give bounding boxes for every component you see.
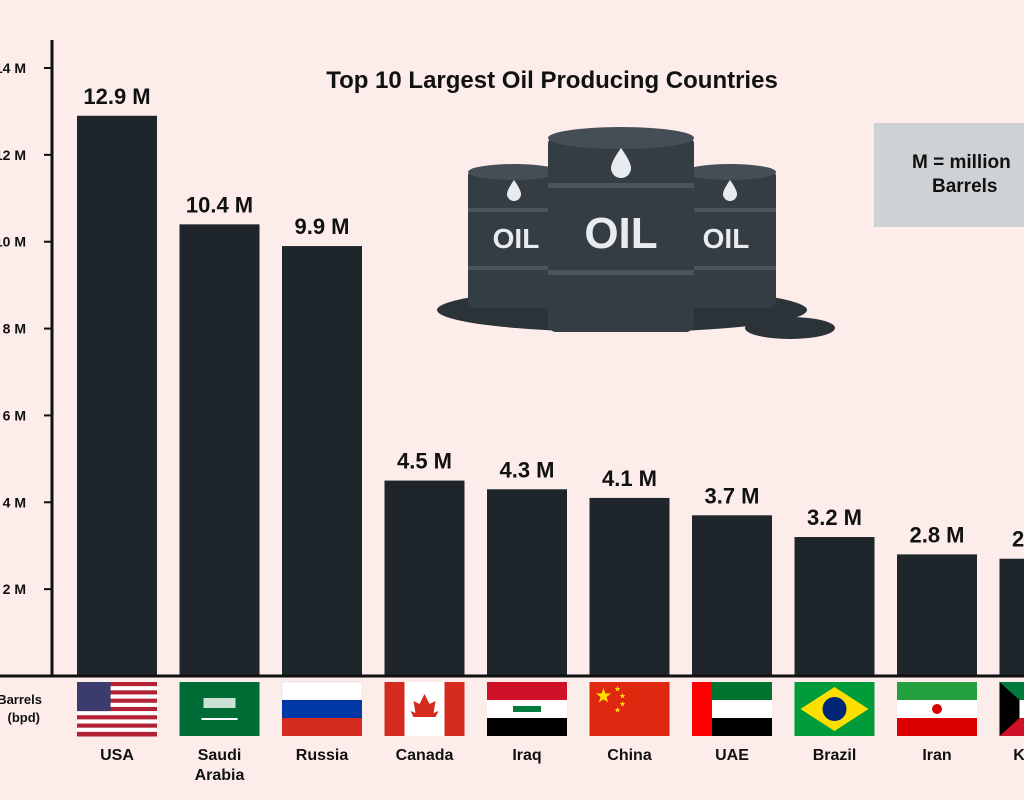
barrel-label-left: OIL (493, 223, 540, 254)
bar-canada (384, 480, 465, 676)
y-tick-label: 14 M (0, 60, 26, 76)
y-tick-label: 2 M (3, 581, 26, 597)
bar-iran (897, 554, 977, 676)
flag-usa-icon (77, 682, 157, 737)
oil-barrel-icon: OIL (684, 164, 776, 308)
y-unit-label-bpd: (bpd) (8, 710, 40, 725)
bar-iraq (487, 489, 567, 676)
flag-iraq-icon (487, 682, 567, 736)
bar-russia (282, 246, 362, 677)
legend-line-1: M = million (912, 152, 1011, 173)
category-label: Arabia (195, 767, 245, 784)
y-tick-label: 4 M (3, 494, 26, 510)
category-label: Canada (396, 747, 454, 764)
oil-barrel-icon: OIL (548, 127, 694, 332)
data-label: 3.7 M (704, 483, 759, 508)
data-label: 9.9 M (294, 214, 349, 239)
barrel-label-center: OIL (584, 209, 657, 258)
flag-iran-icon (897, 682, 977, 736)
data-label: 4.1 M (602, 466, 657, 491)
oil-barrels-illustration: OIL OIL OIL (437, 127, 835, 339)
category-label: Iraq (512, 747, 541, 764)
category-label: Iran (922, 747, 951, 764)
flag-brazil-icon (794, 682, 875, 736)
category-label: UAE (715, 747, 749, 764)
flag-kuwait-icon (999, 682, 1024, 736)
bar-uae (692, 515, 772, 676)
flag-uae-icon (692, 682, 772, 736)
data-label: 12.9 M (83, 84, 150, 109)
y-tick-label: 6 M (3, 407, 26, 423)
category-label: Russia (296, 747, 349, 764)
oil-barrel-icon: OIL (468, 164, 560, 308)
category-label: Brazil (813, 747, 857, 764)
category-label: Saudi (198, 747, 242, 764)
category-label: Kuwait (1013, 747, 1024, 764)
bar-china (589, 497, 670, 676)
category-label: USA (100, 747, 134, 764)
data-label: 2.7 M (1012, 527, 1024, 552)
bar-kuwait (999, 558, 1024, 676)
bar-usa (77, 115, 157, 677)
flag-russia-icon (281, 681, 363, 736)
y-unit-label: Barrels (0, 692, 42, 707)
legend-box: M = million Barrels (874, 123, 1024, 227)
data-label: 4.3 M (499, 457, 554, 482)
data-label: 4.5 M (397, 449, 452, 474)
flag-china-icon (589, 682, 670, 736)
data-label: 3.2 M (807, 505, 862, 530)
legend-line-2: Barrels (932, 176, 998, 197)
flag-canada-icon (384, 682, 465, 736)
data-label: 2.8 M (909, 522, 964, 547)
flag-saudi-arabia-icon (179, 682, 260, 736)
y-tick-label: 10 M (0, 234, 26, 250)
category-label: China (607, 747, 652, 764)
chart-title: Top 10 Largest Oil Producing Countries (326, 67, 778, 94)
bar-brazil (794, 537, 875, 676)
data-label: 10.4 M (186, 192, 253, 217)
y-tick-label: 8 M (3, 321, 26, 337)
y-tick-label: 12 M (0, 147, 26, 163)
barrel-label-right: OIL (703, 223, 750, 254)
bar-saudi-arabia (179, 224, 260, 677)
